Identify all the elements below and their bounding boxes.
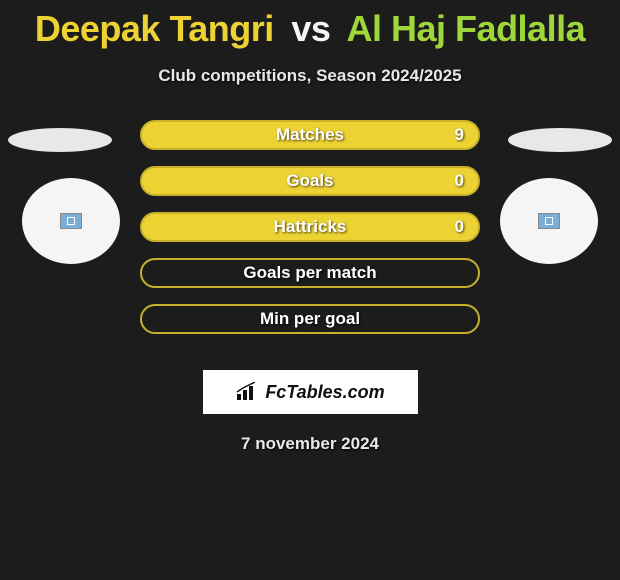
stat-label: Goals bbox=[286, 171, 333, 191]
player2-name: Al Haj Fadlalla bbox=[347, 8, 586, 49]
player2-avatar-circle bbox=[500, 178, 598, 264]
snapshot-date: 7 november 2024 bbox=[0, 434, 620, 454]
stat-row-matches: Matches 9 bbox=[140, 120, 480, 150]
comparison-title: Deepak Tangri vs Al Haj Fadlalla bbox=[0, 0, 620, 50]
stat-value-right: 9 bbox=[455, 125, 464, 145]
stat-row-goals: Goals 0 bbox=[140, 166, 480, 196]
stat-label: Hattricks bbox=[274, 217, 347, 237]
stat-row-goals-per-match: Goals per match bbox=[140, 258, 480, 288]
stat-label: Min per goal bbox=[260, 309, 360, 329]
barchart-icon bbox=[235, 382, 261, 402]
player2-shadow-ellipse bbox=[508, 128, 612, 152]
stat-value-right: 0 bbox=[455, 171, 464, 191]
player1-flag-icon bbox=[60, 213, 82, 229]
stat-row-min-per-goal: Min per goal bbox=[140, 304, 480, 334]
stats-list: Matches 9 Goals 0 Hattricks 0 Goals per … bbox=[140, 120, 480, 350]
stat-label: Goals per match bbox=[243, 263, 376, 283]
branding-text: FcTables.com bbox=[265, 382, 384, 403]
player2-flag-icon bbox=[538, 213, 560, 229]
player1-shadow-ellipse bbox=[8, 128, 112, 152]
stat-row-hattricks: Hattricks 0 bbox=[140, 212, 480, 242]
player1-avatar-circle bbox=[22, 178, 120, 264]
comparison-body: Matches 9 Goals 0 Hattricks 0 Goals per … bbox=[0, 128, 620, 358]
branding-box: FcTables.com bbox=[203, 370, 418, 414]
season-subtitle: Club competitions, Season 2024/2025 bbox=[0, 66, 620, 86]
vs-text: vs bbox=[291, 8, 330, 49]
stat-label: Matches bbox=[276, 125, 344, 145]
stat-value-right: 0 bbox=[455, 217, 464, 237]
player1-name: Deepak Tangri bbox=[35, 8, 274, 49]
